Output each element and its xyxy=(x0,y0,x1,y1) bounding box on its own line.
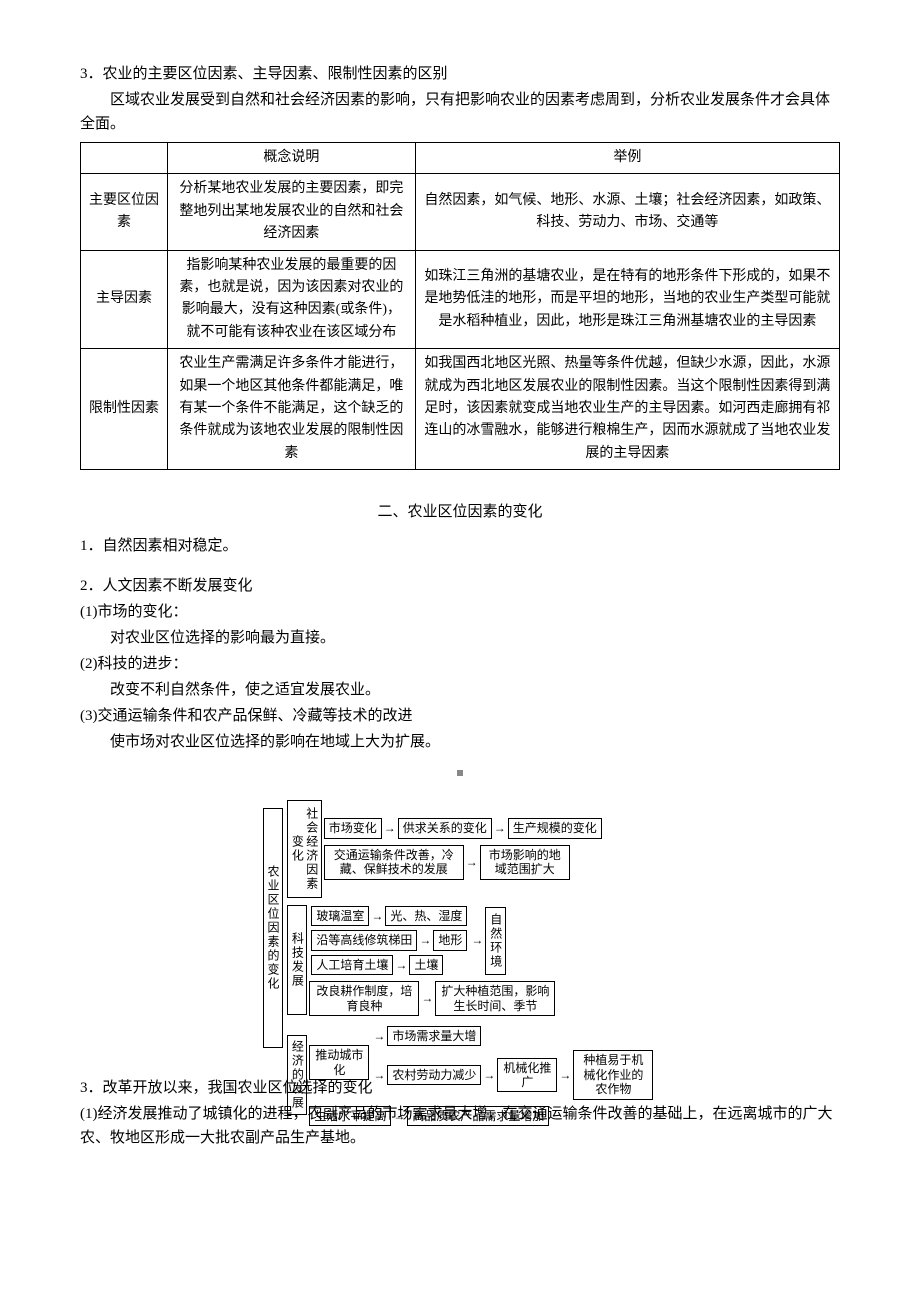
node-demand-up: 市场需求量大增 xyxy=(387,1026,481,1046)
heading-3: 3．农业的主要区位因素、主导因素、限制性因素的区别 xyxy=(80,62,840,86)
arrow-icon: → xyxy=(492,821,508,835)
table-row: 主要区位因素 分析某地农业发展的主要因素，即完整地列出某地发展农业的自然和社会经… xyxy=(81,174,840,250)
diagram-root: 农业区位因素的变化 xyxy=(263,808,283,1048)
node-expand-plant: 扩大种植范围，影响生长时间、季节 xyxy=(435,981,555,1016)
arrow-icon: → xyxy=(369,909,385,923)
node-mechanize: 机械化推广 xyxy=(497,1058,557,1093)
arrow-icon: → xyxy=(371,1068,387,1082)
branch-social-label: 社会经济因素变化 xyxy=(287,800,322,898)
arrow-icon: → xyxy=(382,821,398,835)
item-2-1-h: (1)市场的变化： xyxy=(80,600,840,624)
table-header-row: 概念说明 举例 xyxy=(81,143,840,174)
row-label: 主导因素 xyxy=(81,250,168,349)
header-example: 举例 xyxy=(415,143,839,174)
spacer xyxy=(80,560,840,572)
table-row: 限制性因素 农业生产需满足许多条件才能进行，如果一个地区其他条件都能满足，唯有某… xyxy=(81,349,840,470)
header-concept: 概念说明 xyxy=(168,143,416,174)
item-2-3-t: 使市场对农业区位选择的影响在地域上大为扩展。 xyxy=(80,730,840,754)
node-soil-cult: 人工培育土壤 xyxy=(311,955,393,975)
node-prod-scale: 生产规模的变化 xyxy=(508,818,602,838)
row-label: 主要区位因素 xyxy=(81,174,168,250)
intro-text: 区域农业发展受到自然和社会经济因素的影响，只有把影响农业的因素考虑周到，分析农业… xyxy=(80,88,840,136)
arrow-icon: → xyxy=(371,1029,387,1043)
placeholder xyxy=(80,760,840,784)
diagram: 农业区位因素的变化 社会经济因素变化 市场变化 → 供求关系的变化 → 生产规模… xyxy=(263,798,658,1058)
node-urban: 推动城市化 xyxy=(309,1045,369,1080)
node-plant-mech: 种植易于机械化作业的农作物 xyxy=(573,1050,653,1099)
item-1: 1．自然因素相对稳定。 xyxy=(80,534,840,558)
node-soil: 土壤 xyxy=(409,955,443,975)
arrow-icon: → xyxy=(393,958,409,972)
node-terrain: 地形 xyxy=(433,930,467,950)
node-nat-env: 自然环境 xyxy=(485,907,505,975)
row-example: 如我国西北地区光照、热量等条件优越，但缺少水源，因此，水源就成为西北地区发展农业… xyxy=(415,349,839,470)
branch-social: 社会经济因素变化 市场变化 → 供求关系的变化 → 生产规模的变化 交通运输条件… xyxy=(287,800,657,898)
branch-tech: 科技发展 玻璃温室 → 光、热、湿度 沿等高线修筑梯田 xyxy=(287,902,657,1018)
node-transport: 交通运输条件改善，冷藏、保鲜技术的发展 xyxy=(324,845,464,880)
item-2-2-t: 改变不利自然条件，使之适宜发展农业。 xyxy=(80,678,840,702)
node-market-scope: 市场影响的地域范围扩大 xyxy=(480,845,570,880)
row-concept: 分析某地农业发展的主要因素，即完整地列出某地发展农业的自然和社会经济因素 xyxy=(168,174,416,250)
branch-tech-label: 科技发展 xyxy=(287,905,307,1015)
diagram-container: 农业区位因素的变化 社会经济因素变化 市场变化 → 供求关系的变化 → 生产规模… xyxy=(80,798,840,1058)
row-label: 限制性因素 xyxy=(81,349,168,470)
arrow-icon: → xyxy=(557,1068,573,1082)
section-2-title: 二、农业区位因素的变化 xyxy=(80,500,840,524)
item-2: 2．人文因素不断发展变化 xyxy=(80,574,840,598)
node-supply-demand: 供求关系的变化 xyxy=(398,818,492,838)
arrow-icon: → xyxy=(417,933,433,947)
table-row: 主导因素 指影响某种农业发展的最重要的因素，也就是说，因为该因素对农业的影响最大… xyxy=(81,250,840,349)
factor-table: 概念说明 举例 主要区位因素 分析某地农业发展的主要因素，即完整地列出某地发展农… xyxy=(80,142,840,470)
arrow-icon: → xyxy=(464,855,480,869)
header-blank xyxy=(81,143,168,174)
row-concept: 农业生产需满足许多条件才能进行，如果一个地区其他条件都能满足，唯有某一个条件不能… xyxy=(168,349,416,470)
node-light-heat: 光、热、湿度 xyxy=(385,906,467,926)
row-concept: 指影响某种农业发展的最重要的因素，也就是说，因为该因素对农业的影响最大，没有这种… xyxy=(168,250,416,349)
node-improve-farm: 改良耕作制度，培育良种 xyxy=(309,981,419,1016)
row-example: 如珠江三角洲的基塘农业，是在特有的地形条件下形成的，如果不是地势低洼的地形，而是… xyxy=(415,250,839,349)
arrow-icon: → xyxy=(469,933,485,947)
node-terrace: 沿等高线修筑梯田 xyxy=(311,930,417,950)
item-2-3-h: (3)交通运输条件和农产品保鲜、冷藏等技术的改进 xyxy=(80,704,840,728)
node-greenhouse: 玻璃温室 xyxy=(311,906,369,926)
arrow-icon: → xyxy=(481,1068,497,1082)
row-example: 自然因素，如气候、地形、水源、土壤；社会经济因素，如政策、科技、劳动力、市场、交… xyxy=(415,174,839,250)
item-2-1-t: 对农业区位选择的影响最为直接。 xyxy=(80,626,840,650)
node-labor-down: 农村劳动力减少 xyxy=(387,1065,481,1085)
arrow-icon: → xyxy=(419,991,435,1005)
node-market-change: 市场变化 xyxy=(324,818,382,838)
item-2-2-h: (2)科技的进步： xyxy=(80,652,840,676)
